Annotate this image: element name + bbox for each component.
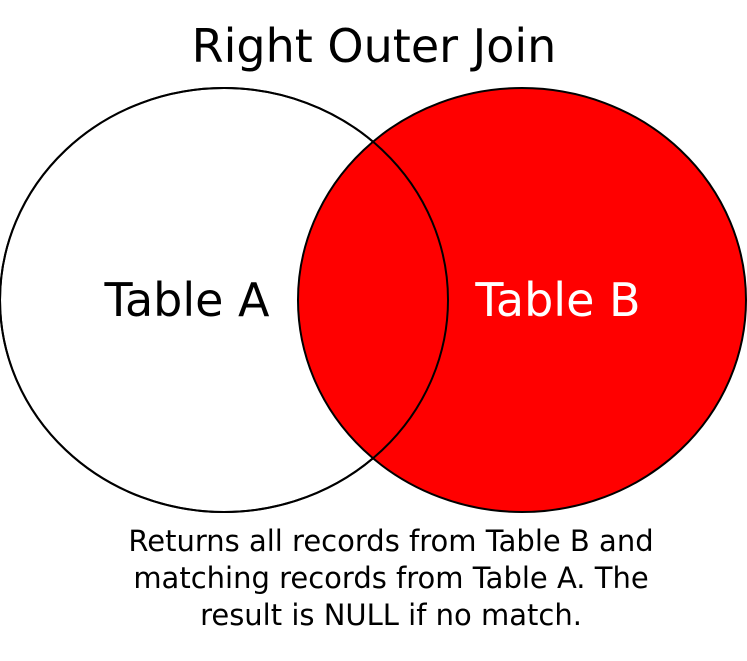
diagram-title: Right Outer Join xyxy=(192,19,557,73)
caption-line-1: Returns all records from Table B and xyxy=(128,524,653,558)
table-b-circle xyxy=(297,87,747,513)
table-a-label: Table A xyxy=(103,273,270,327)
table-b-label: Table B xyxy=(474,273,640,327)
caption-line-2: matching records from Table A. The xyxy=(133,561,648,595)
caption-line-3: result is NULL if no match. xyxy=(200,598,582,632)
table-a-outline xyxy=(0,87,449,513)
